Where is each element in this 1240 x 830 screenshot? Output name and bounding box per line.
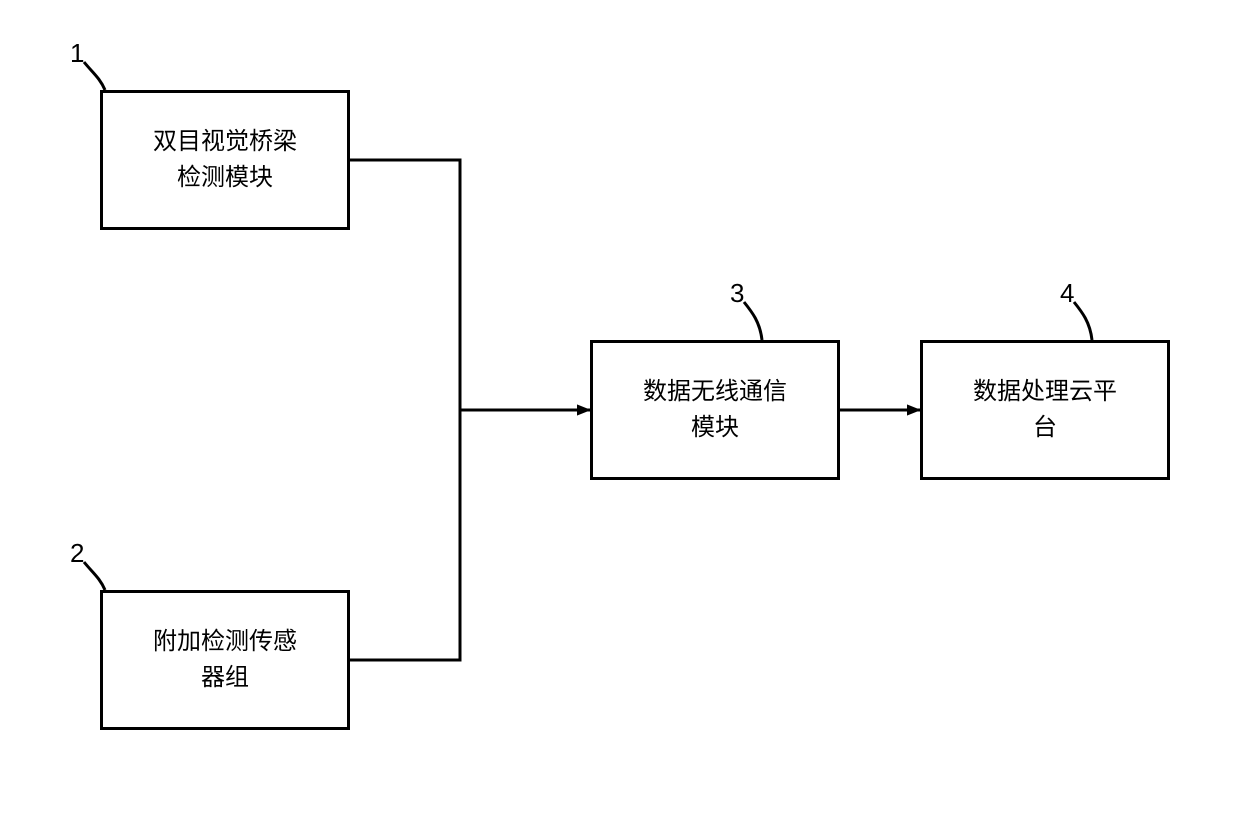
node-text: 双目视觉桥梁检测模块 [153, 124, 297, 196]
node-wireless-comm: 数据无线通信模块 [590, 340, 840, 480]
label-4: 4 [1060, 278, 1074, 309]
node-text: 附加检测传感器组 [153, 624, 297, 696]
node-cloud-platform: 数据处理云平台 [920, 340, 1170, 480]
label-2: 2 [70, 538, 84, 569]
node-text: 数据无线通信模块 [643, 374, 787, 446]
label-text: 4 [1060, 278, 1074, 308]
node-binocular-vision: 双目视觉桥梁检测模块 [100, 90, 350, 230]
node-additional-sensors: 附加检测传感器组 [100, 590, 350, 730]
label-text: 3 [730, 278, 744, 308]
label-text: 1 [70, 38, 84, 68]
diagram-canvas: 双目视觉桥梁检测模块 附加检测传感器组 数据无线通信模块 数据处理云平台 1 2… [0, 0, 1240, 830]
node-text: 数据处理云平台 [973, 374, 1117, 446]
label-text: 2 [70, 538, 84, 568]
label-1: 1 [70, 38, 84, 69]
label-3: 3 [730, 278, 744, 309]
